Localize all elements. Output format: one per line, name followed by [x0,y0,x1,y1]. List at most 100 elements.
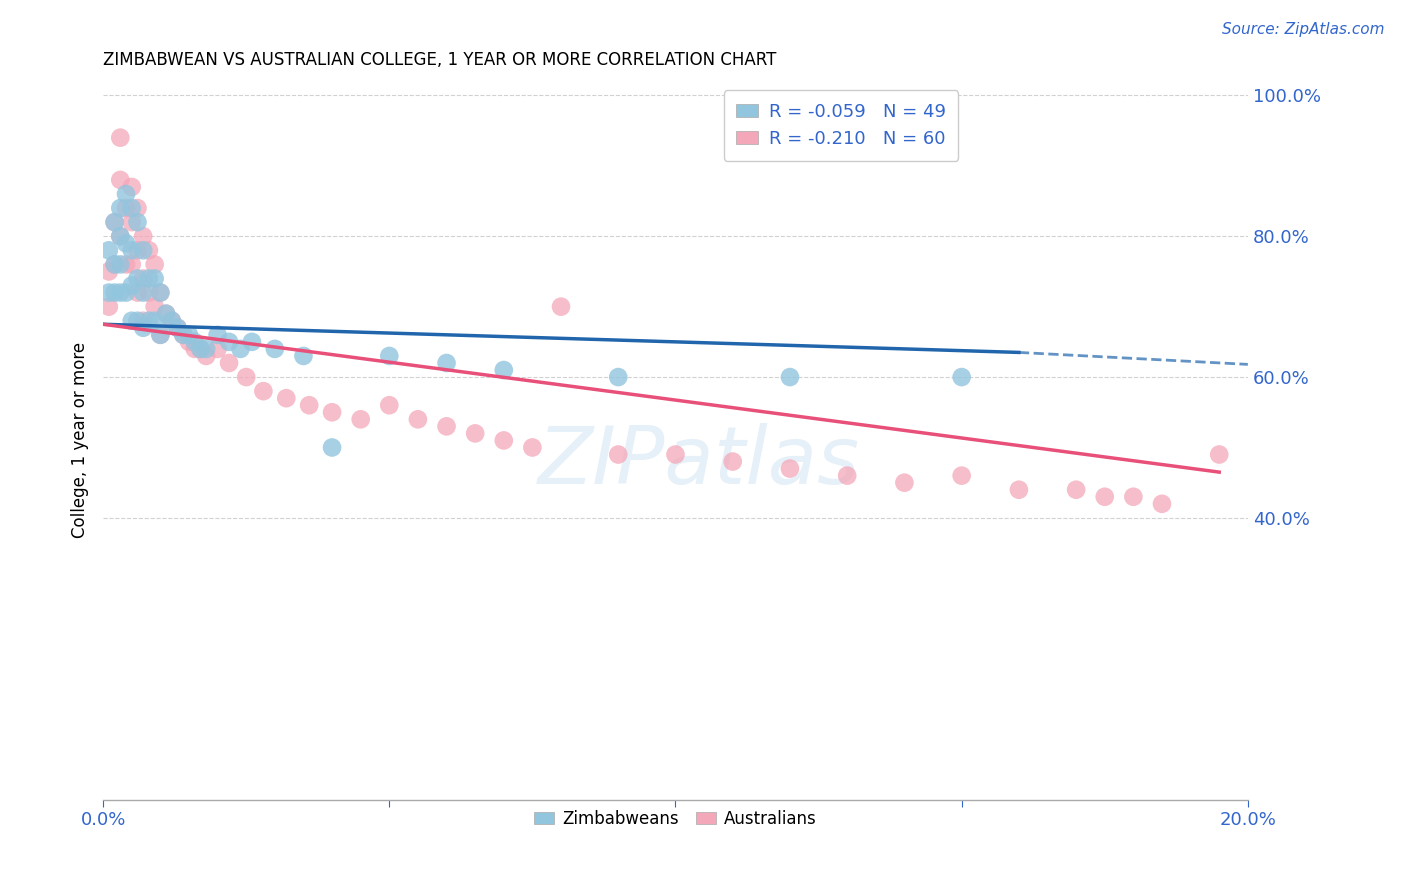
Point [436,419,458,434]
Point [110,130,132,145]
Point [97,285,120,300]
Point [127,271,149,285]
Point [110,201,132,215]
Point [218,356,240,370]
Legend: Zimbabweans, Australians: Zimbabweans, Australians [527,803,824,834]
Point [190,342,212,356]
Point [121,257,143,271]
Point [132,314,155,328]
Point [607,448,630,462]
Point [893,475,915,490]
Point [97,264,120,278]
Point [229,342,252,356]
Point [1122,490,1144,504]
Point [378,349,401,363]
Point [276,391,298,405]
Point [350,412,373,426]
Point [110,229,132,244]
Point [127,314,149,328]
Point [138,244,160,258]
Point [207,327,229,342]
Point [550,300,572,314]
Point [143,271,166,285]
Point [138,314,160,328]
Point [143,314,166,328]
Point [664,448,686,462]
Point [522,441,544,455]
Point [779,370,801,384]
Point [292,349,315,363]
Point [121,215,143,229]
Point [149,327,172,342]
Point [155,307,177,321]
Point [436,356,458,370]
Point [235,370,257,384]
Point [103,257,125,271]
Point [298,398,321,412]
Point [321,441,343,455]
Point [1064,483,1087,497]
Point [110,285,132,300]
Point [121,244,143,258]
Point [115,201,138,215]
Point [110,257,132,271]
Point [252,384,274,399]
Point [950,468,973,483]
Text: ZIMBABWEAN VS AUSTRALIAN COLLEGE, 1 YEAR OR MORE CORRELATION CHART: ZIMBABWEAN VS AUSTRALIAN COLLEGE, 1 YEAR… [103,51,776,69]
Point [97,300,120,314]
Point [378,398,401,412]
Point [155,307,177,321]
Point [183,342,205,356]
Point [218,334,240,349]
Point [207,342,229,356]
Point [103,215,125,229]
Point [127,285,149,300]
Point [138,285,160,300]
Point [121,314,143,328]
Text: ZIPatlas: ZIPatlas [537,423,859,501]
Point [132,320,155,334]
Point [321,405,343,419]
Point [103,285,125,300]
Point [1208,448,1230,462]
Point [143,300,166,314]
Point [837,468,859,483]
Point [121,180,143,194]
Point [103,257,125,271]
Point [263,342,285,356]
Point [103,215,125,229]
Text: Source: ZipAtlas.com: Source: ZipAtlas.com [1222,22,1385,37]
Point [190,342,212,356]
Point [127,244,149,258]
Point [177,327,200,342]
Point [172,327,194,342]
Point [115,236,138,251]
Point [97,244,120,258]
Point [132,271,155,285]
Point [132,285,155,300]
Point [115,285,138,300]
Point [779,461,801,475]
Point [240,334,263,349]
Point [132,244,155,258]
Point [1008,483,1031,497]
Point [166,320,188,334]
Point [138,271,160,285]
Point [110,229,132,244]
Y-axis label: College, 1 year or more: College, 1 year or more [72,343,89,539]
Point [149,327,172,342]
Point [115,186,138,201]
Point [143,257,166,271]
Point [721,454,744,468]
Point [127,215,149,229]
Point [177,334,200,349]
Point [121,201,143,215]
Point [183,334,205,349]
Point [464,426,486,441]
Point [492,434,515,448]
Point [195,342,218,356]
Point [110,173,132,187]
Point [121,278,143,293]
Point [950,370,973,384]
Point [160,314,183,328]
